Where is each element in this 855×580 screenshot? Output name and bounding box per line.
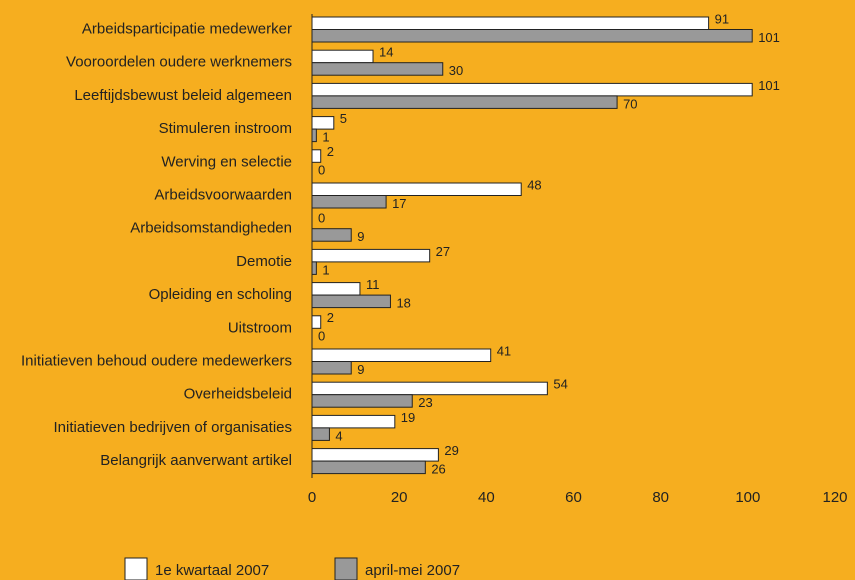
- value-label: 4: [335, 428, 342, 443]
- category-label: Belangrijk aanverwant artikel: [100, 452, 292, 469]
- value-label: 48: [527, 177, 541, 192]
- category-label: Initiatieven behoud oudere medewerkers: [21, 352, 292, 369]
- value-label: 9: [357, 229, 364, 244]
- category-label: Leeftijdsbewust beleid algemeen: [74, 87, 292, 104]
- value-label: 2: [327, 144, 334, 159]
- bar: [311, 448, 439, 462]
- bar: [311, 414, 396, 429]
- value-label: 0: [318, 163, 325, 178]
- bar: [311, 282, 361, 296]
- x-tick-label: 0: [308, 489, 316, 506]
- bar: [311, 381, 548, 396]
- bar: [311, 149, 322, 163]
- bar: [311, 361, 352, 375]
- value-label: 27: [436, 244, 450, 259]
- legend-swatch: [334, 557, 358, 580]
- x-tick-label: 20: [391, 489, 408, 506]
- bar: [311, 195, 387, 209]
- value-label: 11: [366, 277, 380, 292]
- value-label: 54: [553, 377, 567, 392]
- value-label: 19: [401, 410, 415, 425]
- bar: [311, 182, 522, 196]
- value-label: 41: [497, 343, 511, 358]
- bar: [311, 394, 413, 408]
- bar: [311, 248, 431, 263]
- category-label: Arbeidsvoorwaarden: [154, 186, 292, 203]
- bar: [311, 116, 335, 130]
- x-tick-label: 120: [822, 489, 847, 506]
- legend-label: april-mei 2007: [365, 562, 460, 579]
- legend-swatch: [124, 557, 148, 580]
- value-label: 14: [379, 45, 393, 60]
- value-label: 0: [318, 329, 325, 344]
- value-label: 101: [758, 30, 780, 45]
- legend-label: 1e kwartaal 2007: [155, 562, 269, 579]
- bar: [311, 95, 618, 109]
- value-label: 5: [340, 111, 347, 126]
- value-label: 17: [392, 196, 406, 211]
- bar: [311, 49, 374, 64]
- category-label: Initiatieven bedrijven of organisaties: [54, 419, 292, 436]
- bar: [311, 315, 322, 329]
- x-tick-label: 40: [478, 489, 495, 506]
- value-label: 1: [322, 262, 329, 277]
- value-label: 101: [758, 78, 780, 93]
- value-label: 23: [418, 395, 432, 410]
- bar: [311, 62, 444, 76]
- bar: [311, 261, 317, 275]
- category-label: Stimuleren instroom: [159, 120, 292, 137]
- value-label: 2: [327, 310, 334, 325]
- value-label: 30: [449, 63, 463, 78]
- category-label: Opleiding en scholing: [149, 286, 292, 303]
- bar: [311, 460, 426, 475]
- value-label: 29: [444, 443, 458, 458]
- category-label: Uitstroom: [228, 319, 292, 336]
- x-tick-label: 60: [565, 489, 582, 506]
- category-label: Demotie: [236, 253, 292, 270]
- category-label: Vooroordelen oudere werknemers: [66, 54, 292, 71]
- x-tick-label: 100: [735, 489, 760, 506]
- value-label: 9: [357, 362, 364, 377]
- category-label: Arbeidsomstandigheden: [130, 220, 292, 237]
- bar: [311, 128, 317, 143]
- category-label: Arbeidsparticipatie medewerker: [82, 20, 292, 37]
- category-label: Werving en selectie: [161, 153, 292, 170]
- value-label: 18: [396, 296, 410, 311]
- bar: [311, 29, 753, 43]
- value-label: 26: [431, 462, 445, 477]
- category-label: Overheidsbeleid: [184, 386, 292, 403]
- x-tick-label: 80: [652, 489, 669, 506]
- bar: [311, 16, 710, 30]
- bar: [311, 82, 753, 97]
- bar: [311, 348, 492, 362]
- bar: [311, 294, 391, 309]
- value-label: 1: [322, 130, 329, 145]
- bar: [311, 427, 330, 441]
- value-label: 70: [623, 96, 637, 111]
- value-label: 0: [318, 211, 325, 226]
- bar: [311, 228, 352, 242]
- value-label: 91: [715, 11, 729, 26]
